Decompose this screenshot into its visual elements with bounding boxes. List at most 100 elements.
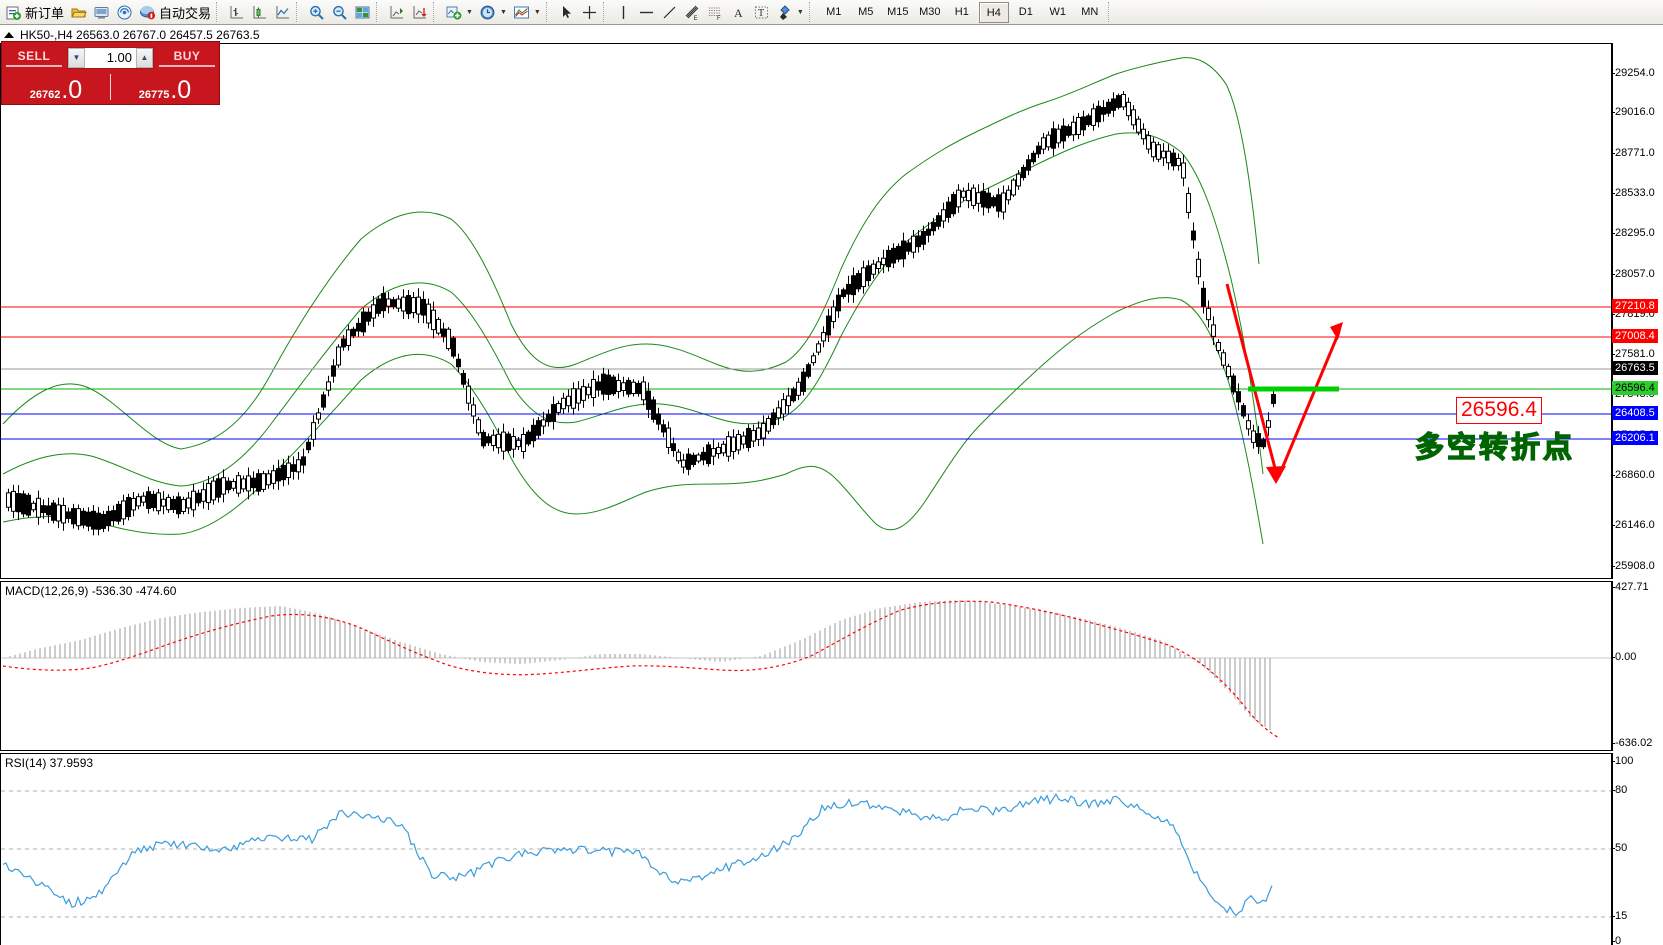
text-A-icon: A	[730, 4, 747, 21]
price-tick-29254-0: 29254.0	[1612, 67, 1655, 79]
chart-plot-area[interactable]: MACD(12,26,9) -536.30 -474.60 RSI(14) 37…	[0, 43, 1663, 945]
timeframe-m15[interactable]: M15	[887, 5, 909, 18]
line-chart-icon	[274, 4, 291, 21]
candlestick-chart-button[interactable]	[248, 1, 271, 24]
volume-input[interactable]: 1.00	[106, 50, 132, 65]
timeframe-h4[interactable]: H4	[978, 1, 1009, 23]
buy-price[interactable]: 26775 .0	[111, 70, 219, 104]
toolbar-separator	[602, 2, 610, 22]
price-tag-27008-4[interactable]: 27008.4	[1612, 329, 1658, 343]
buy-button[interactable]: BUY	[159, 49, 215, 67]
price-tag-26408-5[interactable]: 26408.5	[1612, 406, 1658, 420]
trendline-tool[interactable]	[658, 1, 681, 24]
rsi-axis[interactable]: 100 80 50 15 0	[1611, 753, 1663, 945]
channel-tool[interactable]: E	[681, 1, 704, 24]
toolbar-signal-button[interactable]	[113, 1, 136, 24]
rsi-pane[interactable]: RSI(14) 37.9593	[0, 753, 1612, 945]
rsi-label: RSI(14) 37.9593	[5, 756, 94, 770]
symbol-ohlc-text: HK50-,H4 26563.0 26767.0 26457.5 26763.5	[20, 27, 260, 42]
volume-decrease-button[interactable]: ▼	[68, 47, 85, 68]
toolbar-terminal-button[interactable]	[90, 1, 113, 24]
toolbar-separator	[296, 2, 303, 22]
new-order-button[interactable]: 新订单	[2, 1, 67, 24]
macd-signal-line	[2, 600, 1280, 739]
horizontal-line-icon	[638, 4, 655, 21]
zoom-out-button[interactable]	[328, 1, 351, 24]
chevron-down-icon[interactable]: ▼	[796, 8, 804, 16]
horizontal-line-tool[interactable]	[635, 1, 658, 24]
toolbar-folder-button[interactable]	[67, 1, 90, 24]
grid-button[interactable]	[351, 1, 374, 24]
price-tag-26596-4[interactable]: 26596.4	[1612, 381, 1658, 395]
price-chart-svg	[1, 57, 1611, 545]
chart-shift-button[interactable]	[385, 1, 408, 24]
volume-increase-button[interactable]: ▲	[136, 47, 153, 68]
shapes-icon	[776, 4, 793, 21]
price-label-annotation[interactable]: 26596.4	[1456, 397, 1542, 424]
collapse-triangle-icon[interactable]	[4, 31, 14, 38]
add-indicator-button[interactable]: ▼	[442, 1, 476, 24]
line-chart-button[interactable]	[271, 1, 294, 24]
price-pane[interactable]	[0, 43, 1612, 579]
timeframe-m1[interactable]: M1	[826, 5, 842, 18]
toolbar-separator	[1107, 2, 1115, 22]
timeframe-h1[interactable]: H1	[954, 5, 969, 18]
vertical-line-tool[interactable]	[612, 1, 635, 24]
cursor-tool[interactable]	[555, 1, 578, 24]
rsi-tick-80: 80	[1611, 784, 1628, 796]
chinese-note-annotation[interactable]: 多空转折点	[1414, 429, 1576, 464]
sell-button[interactable]: SELL	[6, 49, 62, 67]
macd-axis[interactable]: 427.71 0.00 -636.02	[1611, 581, 1663, 751]
text-label-tool[interactable]: T	[750, 1, 773, 24]
rsi-line	[2, 793, 1273, 917]
zoom-in-icon	[308, 4, 325, 21]
rsi-tick-100: 100	[1611, 755, 1634, 767]
oct-divider	[110, 74, 111, 100]
price-tick-25908-0: 25908.0	[1612, 560, 1655, 572]
period-button[interactable]: ▼	[476, 1, 510, 24]
axis-line	[1612, 753, 1613, 945]
shapes-tool[interactable]: ▼	[773, 1, 807, 24]
volume-stepper[interactable]: ▼ 1.00 ▲	[67, 46, 154, 69]
chevron-down-icon[interactable]: ▼	[466, 8, 473, 16]
buy-price-decimal: .0	[170, 75, 192, 104]
autotrading-button[interactable]: 自动交易	[136, 1, 214, 24]
text-tool[interactable]: A	[727, 1, 750, 24]
arrow-cursor-icon	[558, 4, 575, 21]
new-order-icon	[5, 4, 22, 21]
red-up-arrow-annotation[interactable]	[1277, 322, 1343, 477]
channel-icon: E	[684, 4, 701, 21]
timeframe-m5[interactable]: M5	[858, 5, 874, 18]
timeframe-mn[interactable]: MN	[1081, 5, 1099, 18]
price-axis[interactable]: 29254.0 29016.0 28771.0 28533.0 28295.0 28057…	[1612, 43, 1663, 579]
chevron-down-icon[interactable]: ▼	[533, 8, 541, 16]
caret-down-icon: ▼	[72, 53, 81, 62]
oct-header-row: SELL ▼ 1.00 ▲ BUY	[2, 42, 219, 70]
price-tick-26860-0: 26860.0	[1612, 469, 1655, 481]
auto-scroll-button[interactable]	[408, 1, 431, 24]
timeframe-d1[interactable]: D1	[1018, 5, 1033, 18]
templates-button[interactable]: ▼	[510, 1, 544, 24]
chevron-down-icon[interactable]: ▼	[499, 8, 507, 16]
macd-label: MACD(12,26,9) -536.30 -474.60	[5, 584, 177, 598]
crosshair-tool[interactable]	[578, 1, 601, 24]
sell-price-integer: 26762	[29, 89, 61, 101]
text-label-icon: T	[753, 4, 770, 21]
bar-chart-button[interactable]	[225, 1, 248, 24]
macd-tick-zero: 0.00	[1611, 651, 1637, 663]
timeframe-w1[interactable]: W1	[1049, 5, 1067, 18]
zoom-in-button[interactable]	[305, 1, 328, 24]
fibonacci-tool[interactable]: F	[704, 1, 727, 24]
price-tag-27210-8[interactable]: 27210.8	[1612, 299, 1658, 313]
macd-pane[interactable]: MACD(12,26,9) -536.30 -474.60	[0, 581, 1612, 751]
price-tick-28057-0: 28057.0	[1612, 268, 1655, 280]
price-tick-27581-0: 27581.0	[1612, 348, 1655, 360]
price-tag-26206-1[interactable]: 26206.1	[1612, 431, 1658, 445]
price-tick-28771-0: 28771.0	[1612, 147, 1655, 159]
sell-price[interactable]: 26762 .0	[2, 70, 110, 104]
price-tag-26763-5[interactable]: 26763.5	[1612, 361, 1658, 375]
timeframe-m30[interactable]: M30	[919, 5, 941, 18]
chart-symbol-line: HK50-,H4 26563.0 26767.0 26457.5 26763.5	[0, 26, 1663, 43]
trendline-icon	[661, 4, 678, 21]
vertical-line-icon	[615, 4, 632, 21]
